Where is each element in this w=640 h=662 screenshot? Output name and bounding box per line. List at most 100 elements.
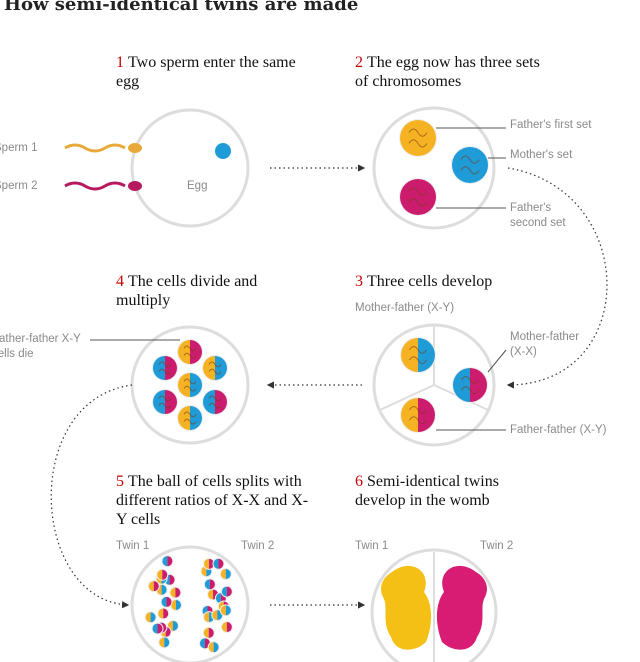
step-text: The cells divide and multiply [116,273,258,309]
title: How semi-identical twins are made [4,0,359,15]
step-text: Three cells develop [367,273,493,290]
cells [144,119,489,654]
step-heading: 4 The cells divide and multiply [116,272,286,310]
cell-part [150,612,156,623]
cell-part [183,411,197,425]
step-heading: 2 The egg now has three sets of chromosom… [355,53,555,91]
arrows [50,164,608,609]
cell-part [167,556,173,567]
cell-part [204,558,210,569]
step-heading: 3 Three cells develop [355,272,555,291]
cell-part [208,361,222,375]
cell-part [208,627,214,638]
cell-part [225,605,231,616]
cell-part [213,558,219,569]
label: Sperm 1 [0,142,38,154]
step-heading: 6 Semi-identical twins develop in the wom… [355,472,545,510]
cell-part [208,395,222,409]
cell-part [159,637,165,648]
step-number: 3 [355,273,363,290]
cell-part [183,345,197,359]
label: Twin 2 [241,540,275,552]
cell-part [208,589,214,600]
cell-part [166,596,172,607]
cell-part [203,627,209,638]
label: Egg [187,180,208,192]
sperm [64,143,231,191]
cell-part [400,179,436,215]
cell-part [183,378,197,392]
cell-part [209,579,215,590]
cell-part [172,620,178,631]
cell-part [408,128,428,148]
cell-part [163,608,169,619]
cell-part [152,623,158,634]
cell-part [175,587,181,598]
cell-part [215,593,221,604]
cell-part [408,187,428,207]
cell-part [225,569,231,580]
step-number: 4 [116,273,124,290]
cell-part [213,642,219,653]
label: Sperm 2 [0,180,38,192]
cell-part [409,406,427,424]
cell-part [220,569,226,580]
label: Father-father X-Y cells die [0,333,81,360]
label: Mother's set [510,149,573,161]
cell-part [209,558,215,569]
label: Father-father (X-Y) [510,424,607,436]
cell-part [157,569,163,580]
embryos [381,552,487,662]
cell-part [409,346,427,364]
cell-part [212,610,218,621]
step-heading: 1 Two sperm enter the same egg [116,53,301,91]
cell-part [452,147,488,183]
cell-part [161,596,167,607]
label: Mother-father (X-X) [510,331,580,358]
label: Twin 1 [355,540,389,552]
leader-lines [90,127,507,431]
cell-part [199,638,205,649]
cell-part [226,586,232,597]
cell-part [220,605,226,616]
cell-part [400,120,436,156]
cell-part [176,600,181,610]
step-text: Semi-identical twins develop in the womb [355,473,499,509]
cell-part [158,361,172,375]
cell-part [148,581,154,592]
step-number: 1 [116,54,124,71]
cell-part [460,155,480,175]
label: Father's second set [510,202,566,229]
cell-part [164,637,170,648]
cell-part [208,642,214,653]
cell-part [162,569,168,580]
cell-part [157,623,163,634]
cell-part [221,586,227,597]
step-text: Two sperm enter the same egg [116,54,296,90]
cell-part [461,376,479,394]
cell-part [204,579,210,590]
step-heading: 5 The ball of cells splits with different… [116,472,316,529]
cell-part [226,622,232,633]
step-text: The egg now has three sets of chromosome… [355,54,540,90]
label: Mother-father (X-Y) [355,302,455,314]
cell-part [158,395,172,409]
cell-part [161,584,167,595]
cell-part [204,612,210,623]
cell-part [170,587,176,598]
label: Twin 2 [480,540,514,552]
cell-part [153,581,159,592]
cell-part [218,558,224,569]
step-text: The ball of cells splits with different … [116,473,309,528]
label: Twin 1 [116,540,150,552]
step-number: 6 [355,473,363,490]
label: Father's first set [510,119,592,131]
cell-part [158,608,164,619]
cell-part [201,566,207,577]
step-number: 2 [355,54,363,71]
cell-part [169,574,175,585]
cell-part [221,622,227,633]
step-number: 5 [116,473,124,490]
